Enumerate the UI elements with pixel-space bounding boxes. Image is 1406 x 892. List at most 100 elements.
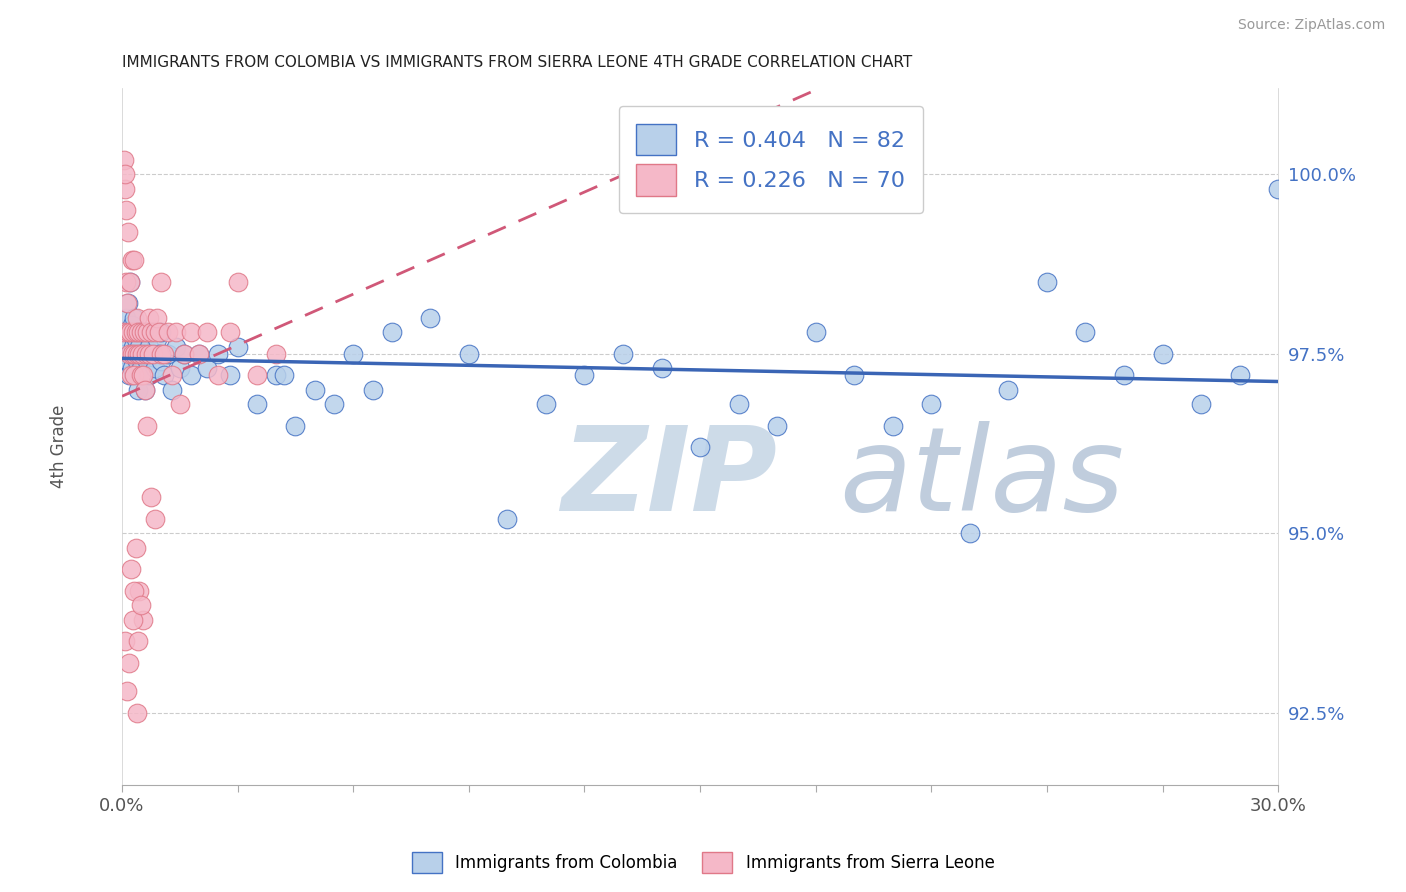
Point	[207, 368, 229, 383]
Point	[121, 253, 143, 268]
Point	[246, 397, 269, 411]
Point	[131, 325, 153, 339]
Point	[284, 418, 307, 433]
Point	[117, 225, 139, 239]
Point	[127, 325, 149, 339]
Point	[153, 368, 176, 383]
Point	[114, 634, 136, 648]
Point	[173, 347, 195, 361]
Point	[153, 347, 176, 361]
Point	[128, 347, 150, 361]
Point	[264, 347, 287, 361]
Point	[131, 347, 153, 361]
Text: ZIP: ZIP	[561, 421, 778, 536]
Point	[120, 562, 142, 576]
Point	[149, 347, 172, 361]
Point	[1036, 275, 1059, 289]
Point	[920, 397, 942, 411]
Point	[145, 332, 167, 346]
Point	[118, 347, 141, 361]
Point	[121, 361, 143, 376]
Point	[165, 340, 187, 354]
Text: 4th Grade: 4th Grade	[51, 404, 67, 488]
Point	[273, 368, 295, 383]
Point	[1074, 325, 1097, 339]
Point	[118, 275, 141, 289]
Point	[149, 325, 172, 339]
Point	[534, 397, 557, 411]
Point	[122, 368, 145, 383]
Point	[121, 325, 143, 339]
Point	[134, 383, 156, 397]
Point	[844, 368, 866, 383]
Point	[124, 325, 146, 339]
Point	[115, 296, 138, 310]
Point	[882, 418, 904, 433]
Point	[219, 368, 242, 383]
Point	[121, 613, 143, 627]
Text: Source: ZipAtlas.com: Source: ZipAtlas.com	[1237, 18, 1385, 31]
Point	[959, 526, 981, 541]
Point	[127, 383, 149, 397]
Point	[128, 583, 150, 598]
Point	[127, 634, 149, 648]
Point	[118, 325, 141, 339]
Point	[136, 325, 159, 339]
Point	[118, 368, 141, 383]
Point	[264, 368, 287, 383]
Point	[131, 325, 153, 339]
Point	[135, 325, 157, 339]
Point	[118, 656, 141, 670]
Point	[323, 397, 346, 411]
Point	[117, 325, 139, 339]
Point	[997, 383, 1019, 397]
Point	[122, 310, 145, 325]
Point	[1112, 368, 1135, 383]
Point	[128, 340, 150, 354]
Point	[115, 340, 138, 354]
Point	[195, 361, 218, 376]
Point	[132, 368, 155, 383]
Point	[117, 296, 139, 310]
Point	[124, 541, 146, 555]
Point	[419, 310, 441, 325]
Point	[134, 383, 156, 397]
Point	[112, 325, 135, 339]
Point	[121, 318, 143, 332]
Point	[342, 347, 364, 361]
Point	[138, 340, 160, 354]
Point	[727, 397, 749, 411]
Point	[135, 347, 157, 361]
Point	[180, 325, 202, 339]
Point	[129, 368, 152, 383]
Point	[125, 347, 148, 361]
Point	[651, 361, 673, 376]
Point	[143, 325, 166, 339]
Point	[188, 347, 211, 361]
Point	[124, 347, 146, 361]
Point	[226, 275, 249, 289]
Point	[115, 684, 138, 698]
Point	[124, 347, 146, 361]
Point	[139, 491, 162, 505]
Point	[139, 325, 162, 339]
Point	[118, 347, 141, 361]
Point	[115, 275, 138, 289]
Point	[139, 325, 162, 339]
Point	[117, 354, 139, 368]
Point	[115, 203, 138, 218]
Point	[114, 167, 136, 181]
Point	[188, 347, 211, 361]
Legend: R = 0.404   N = 82, R = 0.226   N = 70: R = 0.404 N = 82, R = 0.226 N = 70	[619, 106, 924, 213]
Point	[207, 347, 229, 361]
Point	[1189, 397, 1212, 411]
Point	[125, 354, 148, 368]
Point	[173, 347, 195, 361]
Point	[114, 181, 136, 195]
Point	[195, 325, 218, 339]
Point	[122, 253, 145, 268]
Point	[1152, 347, 1174, 361]
Text: IMMIGRANTS FROM COLOMBIA VS IMMIGRANTS FROM SIERRA LEONE 4TH GRADE CORRELATION C: IMMIGRANTS FROM COLOMBIA VS IMMIGRANTS F…	[122, 55, 912, 70]
Point	[219, 325, 242, 339]
Point	[766, 418, 789, 433]
